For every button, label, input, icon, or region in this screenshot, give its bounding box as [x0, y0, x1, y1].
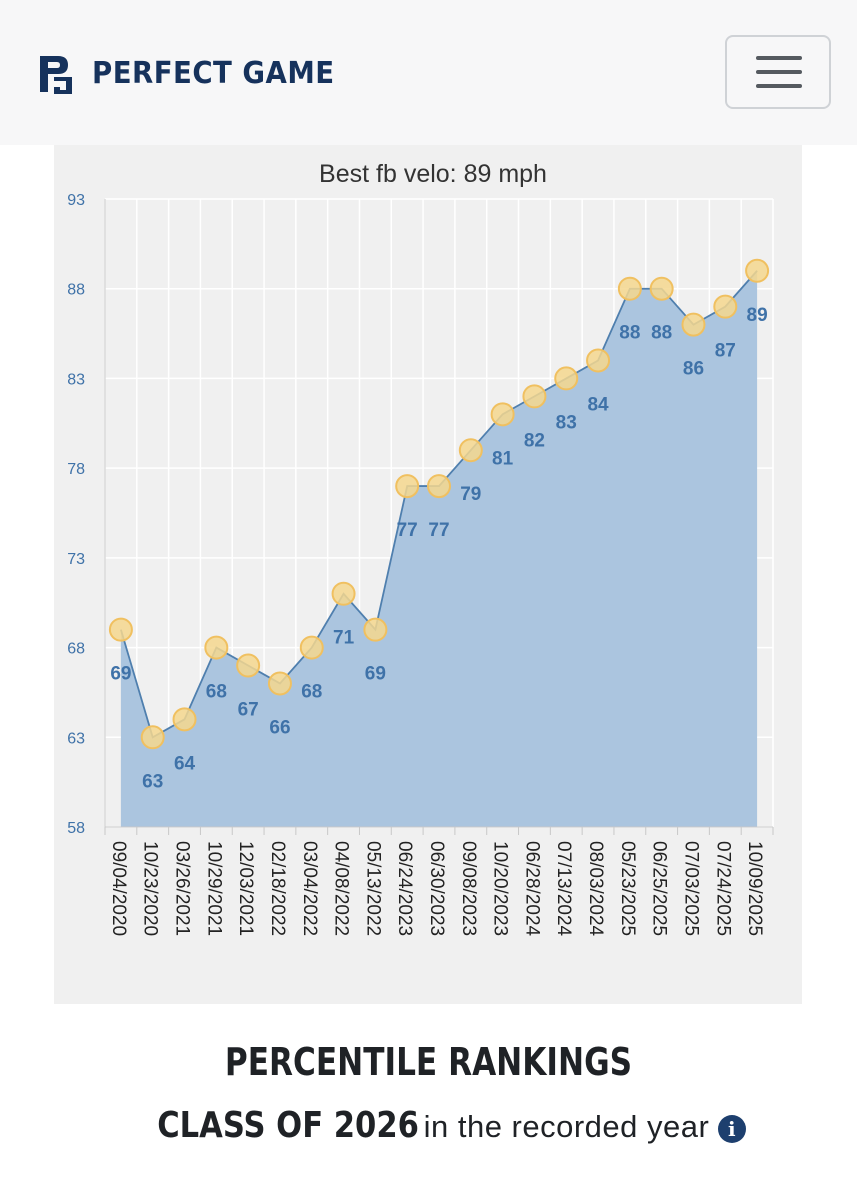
y-tick-label: 88	[67, 282, 85, 299]
data-point	[490, 402, 515, 427]
class-subtitle: CLASS OF 2026 in the recorded year i	[0, 1098, 857, 1161]
x-tick-label: 09/08/2023	[458, 841, 479, 936]
data-label: 77	[397, 520, 418, 541]
data-label: 87	[715, 341, 736, 362]
x-tick-label: 07/13/2024	[553, 841, 574, 937]
x-tick-label: 06/24/2023	[394, 841, 415, 936]
data-point	[554, 366, 579, 391]
data-point	[617, 276, 642, 301]
data-label: 63	[142, 771, 163, 792]
series-area	[120, 270, 758, 827]
data-point	[427, 474, 451, 499]
x-tick-label: 10/09/2025	[744, 841, 765, 936]
data-point	[331, 581, 356, 606]
data-point	[267, 671, 292, 696]
data-label: 69	[365, 664, 386, 685]
chart-title: Best fb velo: 89 mph	[319, 160, 547, 188]
hamburger-menu-icon-bar	[756, 70, 802, 74]
data-label: 68	[301, 682, 322, 703]
data-point	[299, 635, 324, 660]
data-label: 83	[556, 412, 577, 433]
data-point	[681, 312, 706, 337]
y-tick-label: 58	[67, 820, 85, 837]
brand-name[interactable]: PERFECT GAME	[92, 56, 335, 91]
x-tick-label: 09/04/2020	[108, 841, 129, 936]
hamburger-menu-button[interactable]	[725, 35, 831, 109]
data-point	[649, 276, 674, 301]
data-label: 68	[206, 682, 227, 703]
x-tick-label: 03/04/2022	[299, 841, 320, 936]
data-point	[522, 384, 547, 409]
data-label: 66	[269, 717, 290, 738]
data-label: 77	[428, 520, 449, 541]
data-label: 69	[110, 664, 131, 685]
data-point	[108, 617, 133, 642]
percentile-rankings-title: PERCENTILE RANKINGS	[224, 1040, 633, 1084]
x-tick-label: 10/29/2021	[203, 841, 224, 936]
y-tick-label: 93	[67, 192, 85, 209]
site-header: PERFECT GAME	[0, 0, 857, 145]
class-label: CLASS OF 2026	[157, 1105, 420, 1146]
data-point	[458, 438, 483, 463]
info-icon[interactable]: i	[717, 1114, 746, 1143]
data-point	[745, 258, 770, 283]
x-tick-label: 06/28/2024	[521, 841, 542, 937]
x-tick-label: 02/18/2022	[267, 841, 288, 936]
recorded-year-text: in the recorded year	[423, 1109, 710, 1144]
data-label: 64	[174, 753, 196, 774]
data-point	[395, 474, 420, 499]
data-label: 81	[492, 448, 514, 469]
x-tick-label: 10/23/2020	[140, 841, 161, 936]
x-tick-label: 10/20/2023	[490, 841, 511, 936]
y-tick-label: 68	[67, 641, 85, 658]
data-point	[204, 635, 229, 660]
data-label: 86	[683, 359, 704, 380]
x-tick-label: 05/13/2022	[362, 841, 383, 936]
x-tick-label: 03/26/2021	[172, 841, 193, 936]
y-tick-label: 83	[67, 371, 85, 388]
data-point	[172, 707, 197, 732]
x-tick-label: 06/30/2023	[426, 841, 447, 936]
data-point	[713, 294, 738, 319]
data-point	[140, 725, 165, 750]
data-label: 67	[238, 700, 259, 721]
data-point	[236, 653, 261, 678]
data-point	[586, 348, 611, 373]
data-label: 71	[333, 628, 355, 649]
x-tick-label: 12/03/2021	[235, 841, 256, 936]
data-label: 88	[619, 323, 640, 344]
velocity-chart-panel: Best fb velo: 89 mph 58 63 68 73 78 83 88 93 69 63…	[54, 145, 802, 1004]
data-label: 88	[651, 323, 672, 344]
x-tick-label: 07/24/2025	[712, 841, 733, 936]
data-label: 84	[587, 394, 609, 415]
x-tick-label: 08/03/2024	[585, 841, 606, 937]
data-label: 89	[747, 305, 768, 326]
x-tick-label: 05/23/2025	[617, 841, 638, 936]
x-tick-label: 04/08/2022	[331, 841, 352, 936]
pg-logo-icon[interactable]	[36, 50, 76, 98]
velocity-chart: Best fb velo: 89 mph 58 63 68 73 78 83 88 93 69 63…	[67, 160, 774, 937]
x-tick-label: 06/25/2025	[649, 841, 670, 936]
hamburger-menu-icon	[756, 56, 802, 60]
hamburger-menu-icon-bar	[756, 84, 802, 88]
x-tick-label: 07/03/2025	[680, 841, 701, 936]
data-label: 82	[524, 430, 545, 451]
data-label: 79	[460, 484, 481, 505]
y-tick-label: 73	[67, 551, 85, 568]
y-tick-label: 78	[67, 461, 85, 478]
y-tick-label: 63	[67, 730, 85, 747]
data-point	[363, 617, 388, 642]
